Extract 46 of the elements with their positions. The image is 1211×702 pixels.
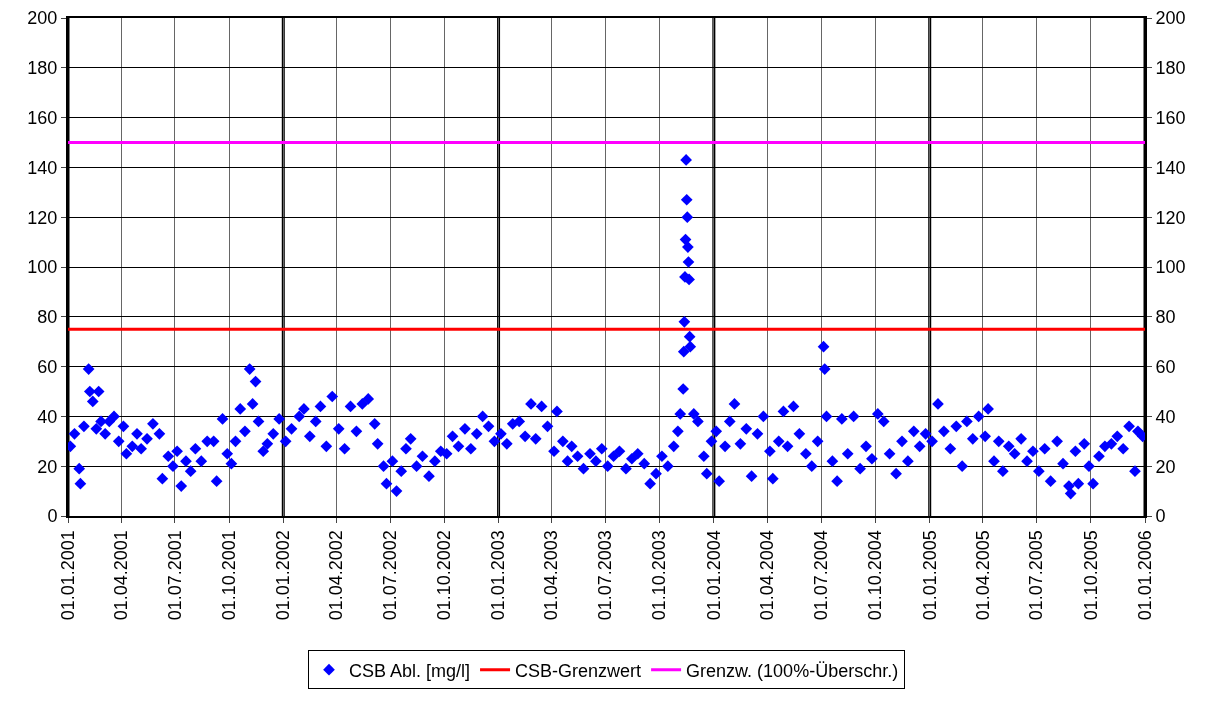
x-tick-label: 01.04.2004 [757,530,778,621]
x-tick-label: 01.10.2002 [434,530,455,621]
legend-label: CSB-Grenzwert [515,660,642,681]
y2-tick-label: 180 [1155,58,1186,79]
y2-tick-label: 20 [1155,456,1176,477]
y2-tick-label: 200 [1155,8,1186,29]
x-tick-label: 01.01.2003 [488,530,509,621]
y-tick-label: 20 [37,456,58,477]
x-tick-label: 01.01.2002 [273,530,294,621]
x-tick-label: 01.07.2003 [595,530,616,621]
x-tick-label: 01.01.2006 [1134,530,1155,621]
x-tick-label: 01.04.2005 [972,530,993,621]
y-tick-label: 100 [27,257,58,278]
x-tick-label: 01.01.2005 [919,530,940,621]
y2-tick-label: 140 [1155,157,1186,178]
legend-label: CSB Abl. [mg/l] [349,660,471,681]
x-tick-label: 01.04.2001 [110,530,131,621]
x-tick-label: 01.07.2005 [1026,530,1047,621]
y-tick-label: 180 [27,58,58,79]
y2-tick-label: 160 [1155,107,1186,128]
x-tick-label: 01.04.2002 [326,530,347,621]
y-tick-label: 140 [27,157,58,178]
y-tick-label: 120 [27,207,58,228]
y-tick-label: 80 [37,307,58,328]
y-tick-label: 160 [27,107,58,128]
legend-label: Grenzw. (100%-Überschr.) [686,660,899,681]
x-tick-label: 01.01.2004 [703,530,724,621]
x-tick-label: 01.10.2001 [218,530,239,621]
x-tick-label: 01.01.2001 [57,530,78,621]
y-tick-label: 200 [27,8,58,29]
x-tick-label: 01.04.2003 [541,530,562,621]
y-tick-label: 0 [47,506,58,527]
y2-tick-label: 60 [1155,356,1176,377]
x-tick-label: 01.10.2004 [865,530,886,621]
y-tick-label: 40 [37,406,58,427]
y2-tick-label: 80 [1155,307,1176,328]
y2-tick-label: 120 [1155,207,1186,228]
y2-tick-label: 40 [1155,406,1176,427]
x-tick-label: 01.07.2001 [164,530,185,621]
x-tick-label: 01.07.2004 [811,530,832,621]
y-tick-label: 60 [37,356,58,377]
x-tick-label: 01.10.2003 [649,530,670,621]
y2-tick-label: 100 [1155,257,1186,278]
x-tick-label: 01.07.2002 [379,530,400,621]
y2-tick-label: 0 [1155,506,1166,527]
x-tick-label: 01.10.2005 [1080,530,1101,621]
